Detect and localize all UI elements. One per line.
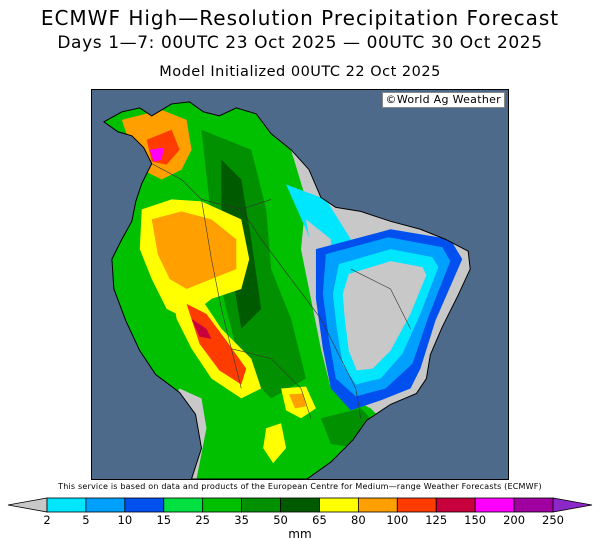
model-init-time: Model Initialized 00UTC 22 Oct 2025 <box>159 64 441 80</box>
legend-swatch <box>124 497 165 513</box>
legend-swatch <box>202 497 243 513</box>
legend-swatch <box>435 497 476 513</box>
legend-swatch <box>474 497 515 513</box>
legend-swatch <box>85 497 126 513</box>
legend-tick-label: 2 <box>43 513 51 527</box>
legend-tick-label: 25 <box>195 513 211 527</box>
map-canvas <box>92 90 508 479</box>
country-borders <box>151 163 411 419</box>
legend-swatch <box>357 497 398 513</box>
legend-unit: mm <box>288 527 312 541</box>
credit-label: ©World Ag Weather <box>381 92 505 108</box>
legend-swatch <box>241 497 281 513</box>
legend-tick-label: 50 <box>273 513 288 527</box>
legend-tick-label: 250 <box>542 513 564 527</box>
forecast-period: Days 1—7: 00UTC 23 Oct 2025 — 00UTC 30 O… <box>57 33 543 53</box>
legend-swatch <box>319 497 359 513</box>
precip-field <box>103 101 463 479</box>
legend-tick-label: 65 <box>312 513 327 527</box>
legend-tick-label: 10 <box>117 513 133 527</box>
legend-tick-label: 35 <box>234 513 249 527</box>
legend-swatch <box>513 497 554 513</box>
legend-tick-label: 150 <box>464 513 487 527</box>
map-title: ECMWF High—Resolution Precipitation Fore… <box>40 6 560 30</box>
legend-swatch <box>46 497 87 513</box>
legend-above-arrow <box>552 497 593 513</box>
legend-tick-label: 15 <box>156 513 172 527</box>
legend-swatch <box>396 497 437 513</box>
legend-below-arrow <box>7 497 48 513</box>
legend-colorbar <box>7 497 593 513</box>
legend-tick-label: 5 <box>82 513 90 527</box>
legend-tick-label: 100 <box>386 513 409 527</box>
precipitation-legend: 2 5 10 15 25 35 50 65 80 100 125 150 200 250 mm <box>0 494 600 548</box>
precipitation-map: ©World Ag Weather <box>91 89 509 480</box>
legend-swatch <box>280 497 320 513</box>
disclaimer-text: This service is based on data and produc… <box>58 482 542 491</box>
legend-tick-label: 200 <box>503 513 526 527</box>
legend-swatch <box>163 497 204 513</box>
legend-tick-label: 80 <box>351 513 366 527</box>
legend-tick-label: 125 <box>425 513 448 527</box>
